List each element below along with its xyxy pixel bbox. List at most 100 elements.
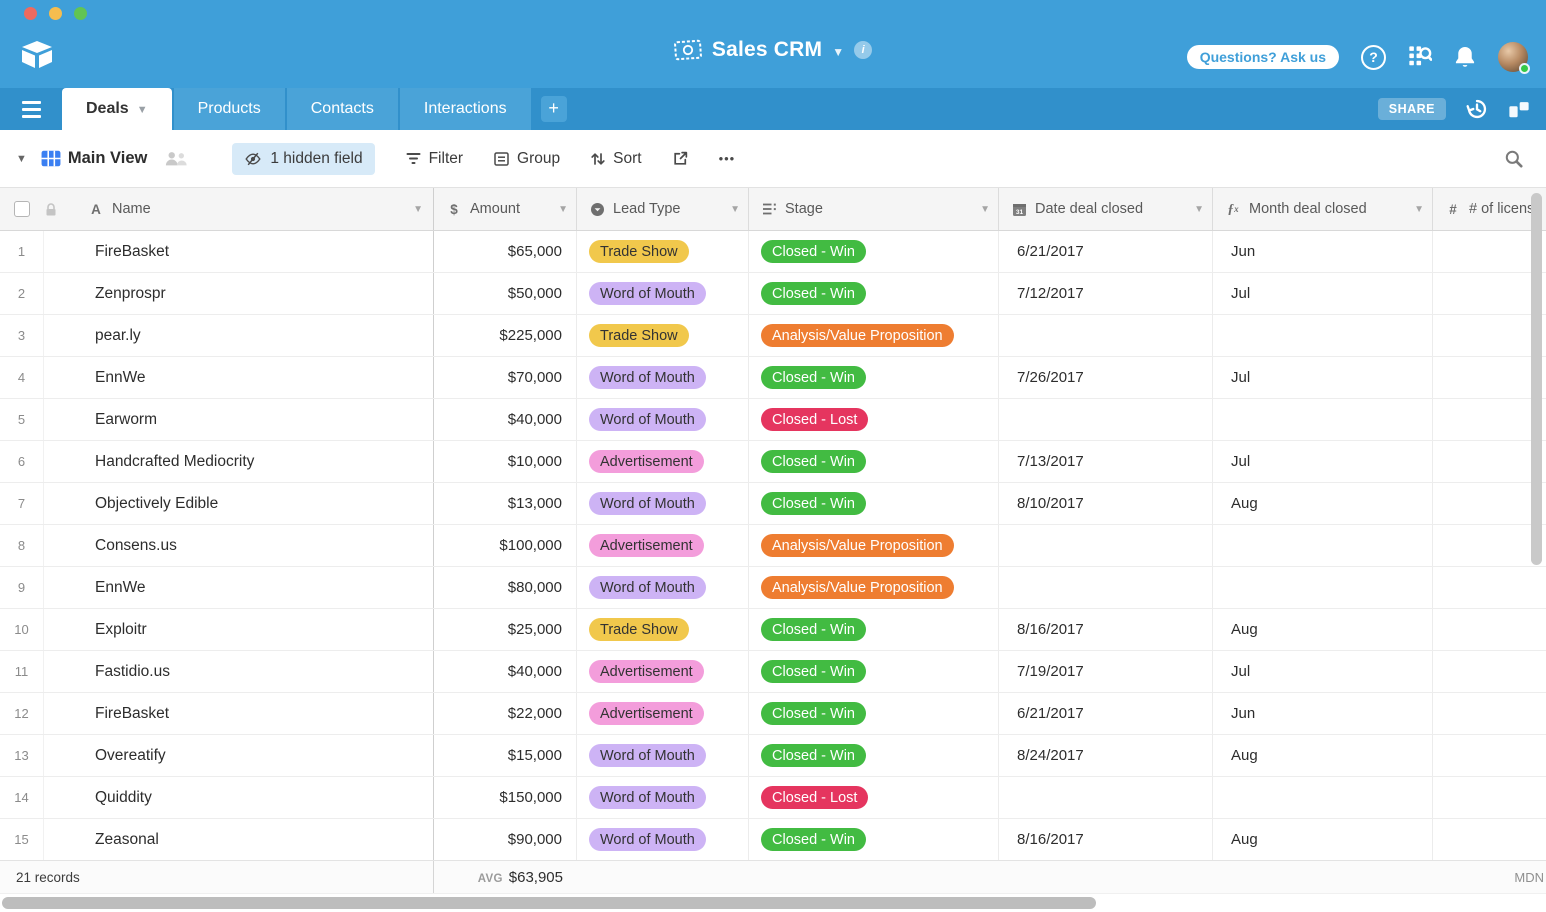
month-closed-cell[interactable]: Aug (1213, 735, 1433, 776)
horizontal-scrollbar-track[interactable] (0, 893, 1546, 912)
lead-type-cell[interactable]: Advertisement (577, 441, 749, 482)
stage-cell[interactable]: Closed - Win (749, 693, 999, 734)
licenses-cell[interactable] (1433, 651, 1546, 692)
base-info-icon[interactable]: i (854, 41, 873, 59)
name-cell[interactable]: 12 FireBasket (0, 693, 434, 734)
date-closed-cell[interactable] (999, 567, 1213, 608)
amount-cell[interactable]: $40,000 (434, 651, 577, 692)
amount-cell[interactable]: $13,000 (434, 483, 577, 524)
name-cell[interactable]: 3 pear.ly (0, 315, 434, 356)
stage-cell[interactable]: Closed - Win (749, 441, 999, 482)
lead-type-cell[interactable]: Word of Mouth (577, 777, 749, 818)
column-header-date-deal-closed[interactable]: 31 Date deal closed ▼ (999, 188, 1213, 230)
date-closed-cell[interactable] (999, 315, 1213, 356)
date-closed-cell[interactable]: 6/21/2017 (999, 693, 1213, 734)
name-cell[interactable]: 11 Fastidio.us (0, 651, 434, 692)
chevron-down-icon[interactable]: ▼ (413, 203, 423, 215)
amount-cell[interactable]: $40,000 (434, 399, 577, 440)
close-window-button[interactable] (24, 7, 37, 20)
stage-cell[interactable]: Closed - Win (749, 273, 999, 314)
date-closed-cell[interactable]: 7/26/2017 (999, 357, 1213, 398)
licenses-cell[interactable] (1433, 525, 1546, 566)
help-icon[interactable]: ? (1361, 44, 1386, 70)
licenses-cell[interactable] (1433, 273, 1546, 314)
user-avatar[interactable] (1498, 42, 1530, 74)
vertical-scrollbar[interactable] (1531, 193, 1542, 565)
notifications-bell-icon[interactable] (1454, 45, 1476, 69)
base-title-chevron-down-icon[interactable]: ▼ (832, 44, 845, 59)
history-icon[interactable] (1466, 98, 1488, 120)
more-options-button[interactable]: ••• (718, 151, 736, 166)
apps-search-icon[interactable] (1408, 45, 1432, 69)
lead-type-cell[interactable]: Word of Mouth (577, 399, 749, 440)
licenses-cell[interactable] (1433, 735, 1546, 776)
tab-products[interactable]: Products (173, 88, 285, 130)
chevron-down-icon[interactable]: ▼ (558, 203, 568, 215)
name-cell[interactable]: 5 Earworm (0, 399, 434, 440)
amount-cell[interactable]: $80,000 (434, 567, 577, 608)
amount-cell[interactable]: $10,000 (434, 441, 577, 482)
amount-cell[interactable]: $22,000 (434, 693, 577, 734)
lead-type-cell[interactable]: Word of Mouth (577, 357, 749, 398)
month-closed-cell[interactable] (1213, 315, 1433, 356)
lead-type-cell[interactable]: Trade Show (577, 315, 749, 356)
lead-type-cell[interactable]: Word of Mouth (577, 273, 749, 314)
name-cell[interactable]: 2 Zenprospr (0, 273, 434, 314)
ask-us-button[interactable]: Questions? Ask us (1186, 45, 1339, 69)
amount-cell[interactable]: $25,000 (434, 609, 577, 650)
stage-cell[interactable]: Closed - Lost (749, 777, 999, 818)
stage-cell[interactable]: Analysis/Value Proposition (749, 525, 999, 566)
licenses-cell[interactable] (1433, 483, 1546, 524)
name-cell[interactable]: 9 EnnWe (0, 567, 434, 608)
date-closed-cell[interactable]: 7/13/2017 (999, 441, 1213, 482)
month-closed-cell[interactable]: Aug (1213, 819, 1433, 860)
month-closed-cell[interactable]: Jul (1213, 357, 1433, 398)
column-header-num-licenses[interactable]: # # of licens (1433, 188, 1546, 230)
stage-cell[interactable]: Closed - Win (749, 231, 999, 272)
date-closed-cell[interactable]: 8/16/2017 (999, 819, 1213, 860)
amount-cell[interactable]: $225,000 (434, 315, 577, 356)
lead-type-cell[interactable]: Word of Mouth (577, 567, 749, 608)
stage-cell[interactable]: Analysis/Value Proposition (749, 567, 999, 608)
date-closed-cell[interactable]: 8/16/2017 (999, 609, 1213, 650)
search-icon[interactable] (1504, 149, 1524, 169)
column-header-name[interactable]: A Name ▼ (0, 188, 434, 230)
name-cell[interactable]: 6 Handcrafted Mediocrity (0, 441, 434, 482)
licenses-cell[interactable] (1433, 693, 1546, 734)
licenses-cell[interactable] (1433, 609, 1546, 650)
name-cell[interactable]: 14 Quiddity (0, 777, 434, 818)
date-closed-cell[interactable] (999, 399, 1213, 440)
base-menu-button[interactable] (0, 88, 62, 130)
date-closed-cell[interactable] (999, 525, 1213, 566)
lead-type-cell[interactable]: Word of Mouth (577, 819, 749, 860)
amount-cell[interactable]: $50,000 (434, 273, 577, 314)
share-view-icon[interactable] (672, 150, 689, 167)
amount-cell[interactable]: $15,000 (434, 735, 577, 776)
name-cell[interactable]: 13 Overeatify (0, 735, 434, 776)
amount-cell[interactable]: $65,000 (434, 231, 577, 272)
stage-cell[interactable]: Closed - Win (749, 483, 999, 524)
tab-interactions[interactable]: Interactions (399, 88, 531, 130)
name-cell[interactable]: 4 EnnWe (0, 357, 434, 398)
minimize-window-button[interactable] (49, 7, 62, 20)
chevron-down-icon[interactable]: ▼ (1194, 203, 1204, 215)
view-switcher[interactable]: Main View (41, 149, 188, 168)
month-closed-cell[interactable]: Jun (1213, 231, 1433, 272)
lead-type-cell[interactable]: Trade Show (577, 231, 749, 272)
date-closed-cell[interactable]: 7/19/2017 (999, 651, 1213, 692)
lead-type-cell[interactable]: Trade Show (577, 609, 749, 650)
licenses-cell[interactable] (1433, 399, 1546, 440)
date-closed-cell[interactable]: 8/24/2017 (999, 735, 1213, 776)
chevron-down-icon[interactable]: ▼ (136, 104, 148, 116)
group-button[interactable]: Group (493, 150, 560, 168)
blocks-icon[interactable] (1508, 99, 1530, 119)
name-cell[interactable]: 8 Consens.us (0, 525, 434, 566)
sort-button[interactable]: Sort (590, 150, 642, 168)
month-closed-cell[interactable]: Jul (1213, 441, 1433, 482)
name-cell[interactable]: 10 Exploitr (0, 609, 434, 650)
lead-type-cell[interactable]: Advertisement (577, 525, 749, 566)
month-closed-cell[interactable]: Aug (1213, 609, 1433, 650)
chevron-down-icon[interactable]: ▼ (730, 203, 740, 215)
licenses-cell[interactable] (1433, 777, 1546, 818)
right-summary[interactable]: MDN (1514, 869, 1544, 885)
